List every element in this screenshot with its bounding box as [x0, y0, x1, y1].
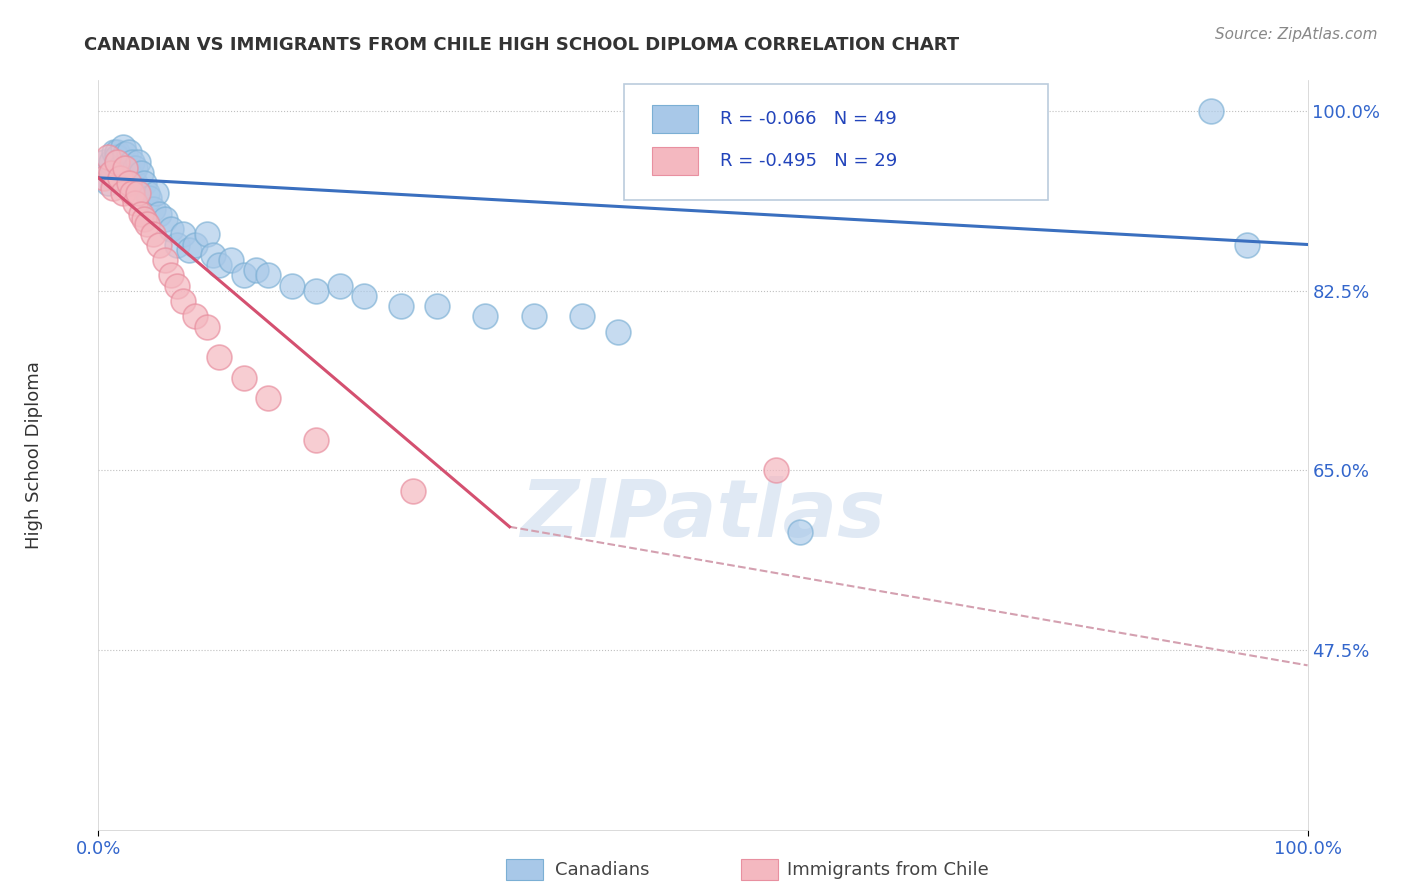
Point [160, 268, 183, 283]
Point [97, 176, 120, 190]
Point [1199, 104, 1222, 119]
Point [118, 145, 141, 160]
Point [145, 186, 167, 201]
Point [329, 278, 352, 293]
Point [134, 211, 156, 226]
Point [103, 145, 125, 160]
Point [202, 248, 225, 262]
Point [105, 150, 128, 164]
Point [118, 166, 141, 180]
Point [389, 299, 412, 313]
Point [195, 227, 218, 242]
Point [195, 319, 218, 334]
Text: CANADIAN VS IMMIGRANTS FROM CHILE HIGH SCHOOL DIPLOMA CORRELATION CHART: CANADIAN VS IMMIGRANTS FROM CHILE HIGH S… [84, 36, 959, 54]
Point [571, 310, 593, 324]
Point [607, 325, 630, 339]
Point [208, 258, 231, 272]
Point [474, 310, 496, 324]
Point [172, 293, 194, 308]
Point [101, 166, 124, 180]
Point [245, 263, 267, 277]
Point [93, 155, 115, 169]
Point [142, 227, 165, 242]
FancyBboxPatch shape [652, 147, 699, 176]
Point [1236, 237, 1258, 252]
Point [105, 155, 128, 169]
Point [108, 170, 131, 185]
Point [402, 483, 425, 498]
Y-axis label: High School Diploma: High School Diploma [25, 361, 42, 549]
Point [135, 217, 157, 231]
Point [166, 237, 188, 252]
Point [221, 252, 243, 267]
Point [232, 371, 254, 385]
Point [789, 524, 811, 539]
Point [148, 207, 170, 221]
Point [523, 310, 546, 324]
Point [160, 222, 183, 236]
Point [153, 252, 176, 267]
Point [208, 351, 231, 365]
Point [426, 299, 449, 313]
Text: R = -0.066   N = 49: R = -0.066 N = 49 [720, 111, 897, 128]
Point [153, 211, 176, 226]
Point [281, 278, 304, 293]
Point [138, 191, 160, 205]
Point [108, 161, 131, 175]
Point [179, 243, 201, 257]
Point [118, 176, 141, 190]
Point [129, 166, 152, 180]
Point [184, 310, 207, 324]
Point [114, 161, 136, 175]
Point [172, 227, 194, 242]
Point [97, 150, 120, 164]
Point [184, 237, 207, 252]
Point [100, 166, 122, 180]
Point [121, 186, 143, 201]
Point [166, 278, 188, 293]
Point [765, 463, 787, 477]
Text: ZIPatlas: ZIPatlas [520, 475, 886, 554]
Point [114, 147, 136, 161]
Point [93, 170, 115, 185]
Point [100, 155, 122, 169]
Point [148, 237, 170, 252]
Point [111, 140, 134, 154]
Point [232, 268, 254, 283]
Point [111, 186, 134, 201]
Point [124, 176, 146, 190]
FancyBboxPatch shape [652, 105, 699, 134]
Text: R = -0.495   N = 29: R = -0.495 N = 29 [720, 153, 897, 170]
Point [135, 186, 157, 201]
FancyBboxPatch shape [624, 84, 1047, 200]
Point [101, 181, 124, 195]
Point [129, 207, 152, 221]
Text: Immigrants from Chile: Immigrants from Chile [787, 861, 988, 879]
Point [121, 155, 143, 169]
Point [134, 176, 156, 190]
Point [305, 433, 328, 447]
Point [124, 161, 146, 175]
Text: Source: ZipAtlas.com: Source: ZipAtlas.com [1215, 27, 1378, 42]
Point [127, 186, 149, 201]
Point [353, 289, 375, 303]
Text: Canadians: Canadians [555, 861, 650, 879]
Point [256, 392, 278, 406]
Point [305, 284, 328, 298]
Point [142, 202, 165, 216]
Point [124, 196, 146, 211]
Point [127, 155, 149, 169]
Point [105, 145, 128, 160]
Point [256, 268, 278, 283]
